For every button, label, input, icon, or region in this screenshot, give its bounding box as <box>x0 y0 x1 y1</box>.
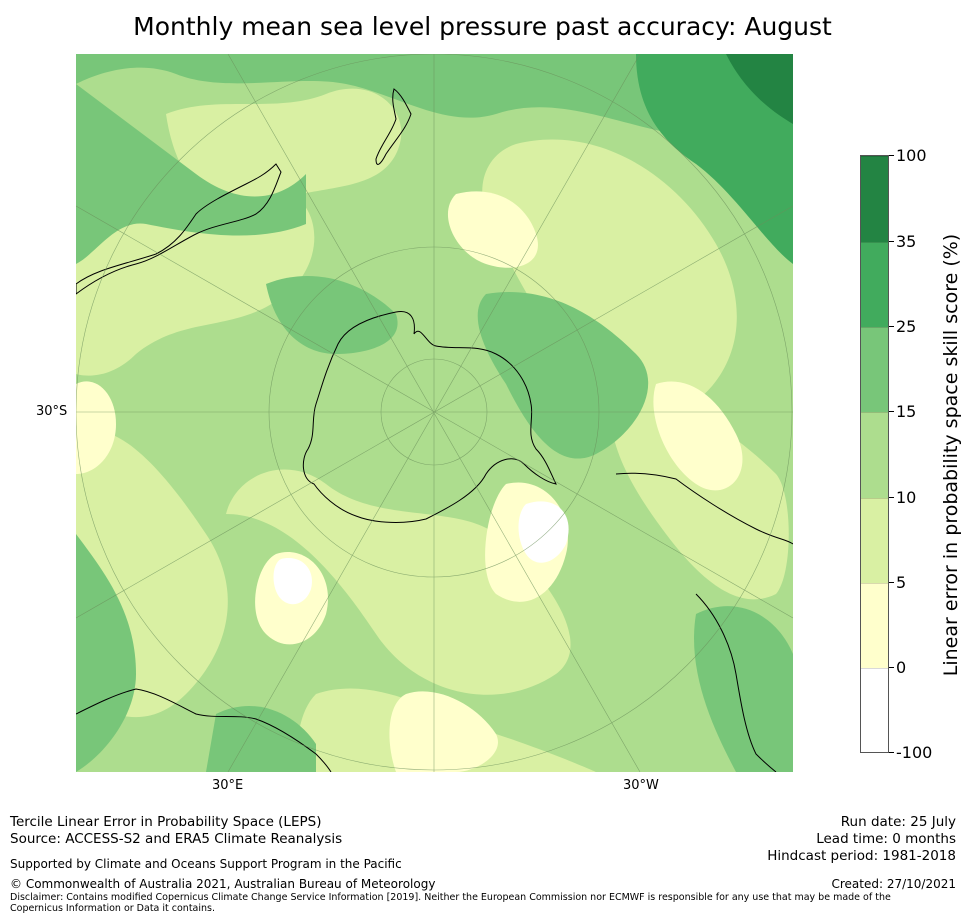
colorbar-tick-label: 25 <box>896 317 917 336</box>
colorbar-tick-mark <box>889 497 894 498</box>
colorbar-bin <box>861 583 888 668</box>
australia-coastline <box>76 163 282 295</box>
colorbar-tick-mark <box>889 582 894 583</box>
disclaimer-text: Disclaimer: Contains modified Copernicus… <box>10 892 891 914</box>
support-text: Supported by Climate and Oceans Support … <box>10 857 402 871</box>
colorbar-tick-mark <box>889 241 894 242</box>
colorbar-tick-label: 100 <box>896 146 927 165</box>
page-title: Monthly mean sea level pressure past acc… <box>133 12 832 41</box>
colorbar-bin <box>861 242 888 327</box>
colorbar-tick-mark <box>889 667 894 668</box>
lat-label-30s: 30°S <box>36 404 68 419</box>
colorbar-tick-mark <box>889 326 894 327</box>
antarctica-map <box>76 54 793 772</box>
hindcast-text: Hindcast period: 1981-2018 <box>767 848 956 864</box>
lead-time-text: Lead time: 0 months <box>816 831 956 847</box>
copyright-text: © Commonwealth of Australia 2021, Austra… <box>10 877 436 891</box>
method-text: Tercile Linear Error in Probability Spac… <box>10 814 322 830</box>
antarctica-coastline <box>302 310 557 523</box>
no-skill-regions <box>273 501 569 605</box>
colorbar-tick-mark <box>889 411 894 412</box>
run-date-text: Run date: 25 July <box>840 814 956 830</box>
high-skill-regions <box>76 54 793 772</box>
colorbar-tick-mark <box>889 155 894 156</box>
colorbar <box>860 155 889 753</box>
new-zealand-coastline <box>375 88 412 165</box>
colorbar-tick-label: 0 <box>896 658 907 677</box>
colorbar-tick-mark <box>889 752 894 753</box>
graticule <box>76 54 793 772</box>
africa-coastline <box>76 688 332 772</box>
colorbar-tick-label: -100 <box>896 743 933 762</box>
colorbar-bin <box>861 668 888 752</box>
colorbar-label: Linear error in probability space skill … <box>940 233 962 677</box>
colorbar-bin <box>861 412 888 498</box>
south-america-coastline <box>615 472 793 545</box>
colorbar-tick-label: 5 <box>896 573 907 592</box>
colorbar-bin <box>861 498 888 583</box>
colorbar-bin <box>861 327 888 412</box>
lon-label-30e: 30°E <box>212 778 244 793</box>
source-text: Source: ACCESS-S2 and ERA5 Climate Reana… <box>10 831 343 847</box>
colorbar-tick-label: 35 <box>896 232 917 251</box>
lon-label-30w: 30°W <box>623 778 659 793</box>
colorbar-tick-label: 10 <box>896 488 917 507</box>
colorbar-bin <box>861 156 888 242</box>
colorbar-tick-label: 15 <box>896 402 917 421</box>
created-text: Created: 27/10/2021 <box>831 877 956 891</box>
